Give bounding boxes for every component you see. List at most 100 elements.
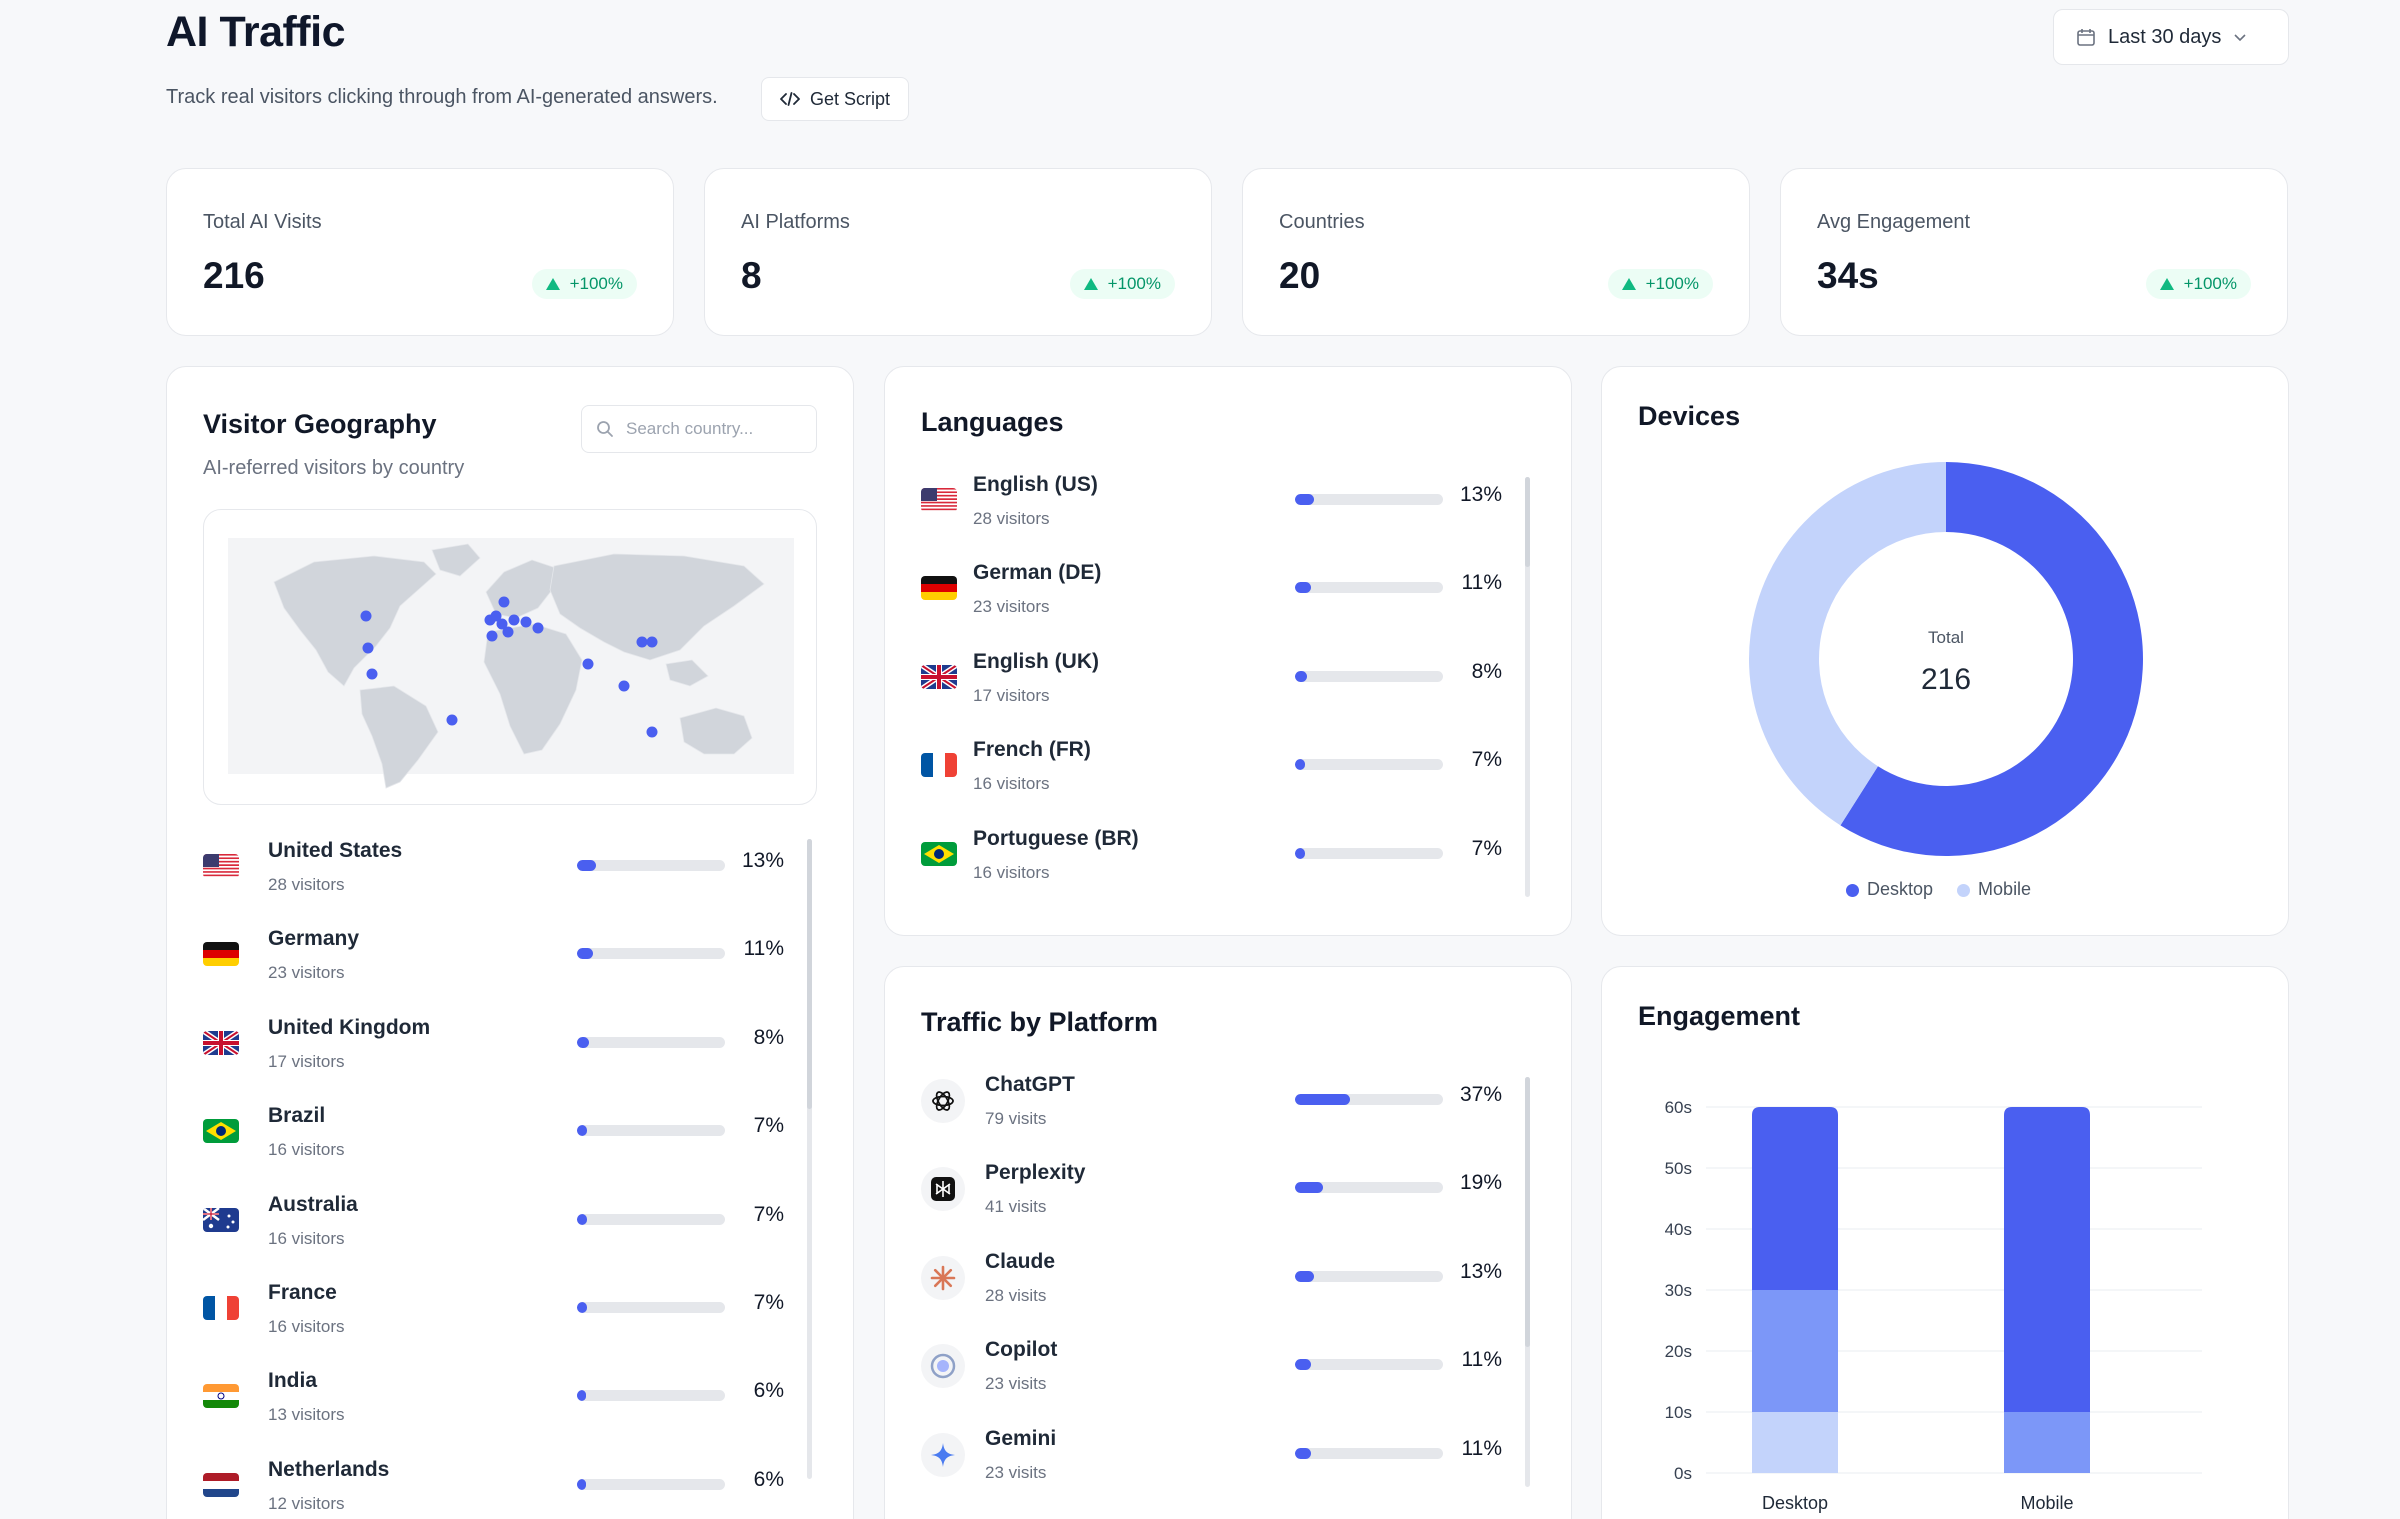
get-script-label: Get Script <box>810 88 891 109</box>
row-name: Brazil <box>268 1104 326 1128</box>
platform-row[interactable]: ChatGPT 79 visits 37% <box>885 1069 1571 1157</box>
kpi-card-engagement: Avg Engagement 34s +100% <box>1780 168 2288 336</box>
row-count: 17 visitors <box>973 685 1050 705</box>
row-name: India <box>268 1369 318 1393</box>
row-percent: 11% <box>1461 571 1502 595</box>
code-icon <box>780 92 800 106</box>
kpi-value: 20 <box>1279 255 1321 296</box>
platform-row[interactable]: Claude 28 visits 13% <box>885 1246 1571 1334</box>
flag-fr-icon <box>921 753 957 778</box>
share-bar <box>1295 1094 1443 1105</box>
platform-list-scrollbar[interactable] <box>1525 1077 1530 1487</box>
share-bar <box>1295 1270 1443 1282</box>
share-bar <box>577 1302 725 1313</box>
row-percent: 6% <box>753 1379 784 1403</box>
platform-row[interactable]: Perplexity 41 visits 19% <box>885 1157 1571 1245</box>
language-row[interactable]: German (DE) 23 visitors 11% <box>885 557 1571 645</box>
row-name: Germany <box>268 927 360 951</box>
chevron-down-icon <box>2234 34 2246 42</box>
language-row[interactable]: French (FR) 16 visitors 7% <box>885 734 1571 822</box>
trend-up-icon <box>2159 278 2174 290</box>
platform-row[interactable]: Copilot 23 visits 11% <box>885 1334 1571 1422</box>
scroll-thumb[interactable] <box>807 839 812 1109</box>
language-row[interactable]: Portuguese (BR) 16 visitors 7% <box>885 823 1571 911</box>
southeast-asia-shape <box>665 659 709 687</box>
flag-us-icon <box>921 488 957 512</box>
country-row[interactable]: United States 28 visitors 13% <box>167 835 853 923</box>
country-search[interactable] <box>581 405 817 453</box>
flag-nl-icon <box>203 1472 239 1497</box>
row-name: France <box>268 1281 337 1304</box>
flag-au-icon <box>203 1207 239 1232</box>
country-row[interactable]: Brazil 16 visitors 7% <box>167 1100 853 1188</box>
africa-shape <box>483 623 583 755</box>
row-count: 41 visits <box>985 1197 1047 1217</box>
kpi-card-countries: Countries 20 +100% <box>1242 168 1750 336</box>
donut-center-value: 216 <box>1921 663 1971 696</box>
row-name: Australia <box>268 1192 358 1216</box>
search-input[interactable] <box>626 419 796 439</box>
share-bar-fill <box>1295 759 1306 771</box>
gemini-icon <box>921 1432 965 1477</box>
scroll-thumb[interactable] <box>1525 1077 1530 1347</box>
language-row[interactable]: English (US) 28 visitors 13% <box>885 469 1571 557</box>
bar-segment-desktop <box>1752 1412 1838 1473</box>
country-row[interactable]: France 16 visitors 7% <box>167 1277 853 1365</box>
country-row[interactable]: Germany 23 visitors 11% <box>167 923 853 1011</box>
kpi-change-badge: +100% <box>531 269 637 299</box>
kpi-change: +100% <box>1107 274 1161 293</box>
language-list-scrollbar[interactable] <box>1525 477 1530 897</box>
share-bar-fill <box>1295 1270 1315 1282</box>
calendar-icon <box>2077 29 2095 46</box>
share-bar-fill <box>577 948 594 960</box>
y-tick-label: 60s <box>1665 1098 1692 1117</box>
trend-up-icon <box>1083 278 1098 290</box>
copilot-icon <box>921 1344 965 1389</box>
share-bar <box>1295 759 1443 771</box>
share-bar <box>577 948 725 960</box>
legend-mobile: Mobile <box>1957 879 2031 900</box>
row-count: 23 visitors <box>268 963 345 983</box>
kpi-label: AI Platforms <box>741 211 850 233</box>
flag-in-icon <box>203 1384 239 1409</box>
share-bar <box>577 1036 725 1048</box>
devices-donut-chart: Total 216 <box>1749 462 2143 856</box>
perplexity-icon <box>921 1167 965 1212</box>
legend-label: Desktop <box>1867 879 1934 899</box>
scroll-thumb[interactable] <box>1525 477 1530 567</box>
date-range-select[interactable]: Last 30 days <box>2053 9 2289 65</box>
platform-card: Traffic by Platform ChatGPT 79 visits 37% P… <box>884 966 1572 1519</box>
donut-slice-desktop <box>1840 462 2143 856</box>
x-tick-label: Mobile <box>2020 1493 2073 1513</box>
language-list: English (US) 28 visitors 13% German (DE) 23 … <box>885 469 1571 919</box>
kpi-change: +100% <box>2183 274 2237 293</box>
language-row[interactable]: English (UK) 17 visitors 8% <box>885 646 1571 734</box>
row-percent: 11% <box>1461 1436 1502 1460</box>
share-bar-fill <box>1295 670 1307 682</box>
search-icon <box>597 421 613 437</box>
flag-br-icon <box>203 1119 239 1144</box>
row-percent: 6% <box>753 1467 784 1491</box>
platform-title: Traffic by Platform <box>921 1007 1159 1037</box>
y-tick-label: 10s <box>1665 1403 1692 1422</box>
country-row[interactable]: India 13 visitors 6% <box>167 1365 853 1453</box>
share-bar <box>1295 494 1443 505</box>
country-row[interactable]: Australia 16 visitors 7% <box>167 1189 853 1277</box>
row-name: ChatGPT <box>985 1073 1075 1096</box>
row-count: 12 visitors <box>268 1493 345 1513</box>
country-row[interactable]: United Kingdom 17 visitors 8% <box>167 1012 853 1100</box>
share-bar <box>577 1390 725 1402</box>
flag-uk-icon <box>203 1030 239 1055</box>
geography-title: Visitor Geography <box>203 409 437 439</box>
kpi-change-badge: +100% <box>2145 269 2251 299</box>
flag-br-icon <box>921 841 957 866</box>
kpi-card-total-visits: Total AI Visits 216 +100% <box>166 168 674 336</box>
page-subtitle: Track real visitors clicking through fro… <box>166 86 718 108</box>
country-list-scrollbar[interactable] <box>807 839 812 1479</box>
share-bar <box>1295 1447 1443 1459</box>
world-map[interactable] <box>203 509 817 805</box>
row-name: Portuguese (BR) <box>973 826 1139 850</box>
get-script-button[interactable]: Get Script <box>761 77 910 121</box>
country-row[interactable]: Netherlands 12 visitors 6% <box>167 1454 853 1519</box>
platform-row[interactable]: Gemini 23 visits 11% <box>885 1423 1571 1511</box>
